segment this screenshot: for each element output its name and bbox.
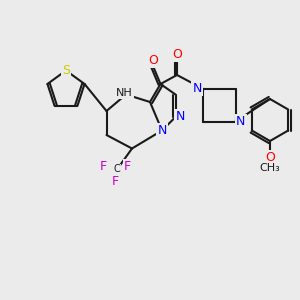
Text: O: O: [265, 151, 275, 164]
Text: CH₃: CH₃: [260, 163, 280, 173]
Text: O: O: [148, 53, 158, 67]
Text: S: S: [62, 64, 70, 77]
Text: N: N: [157, 124, 167, 137]
Text: F: F: [112, 175, 119, 188]
Text: F: F: [100, 160, 107, 173]
Text: NH: NH: [116, 88, 133, 98]
Text: F: F: [124, 160, 131, 173]
Text: N: N: [236, 115, 246, 128]
Text: C: C: [114, 164, 120, 175]
Text: O: O: [172, 47, 182, 61]
Text: N: N: [192, 82, 202, 95]
Text: N: N: [175, 110, 185, 124]
